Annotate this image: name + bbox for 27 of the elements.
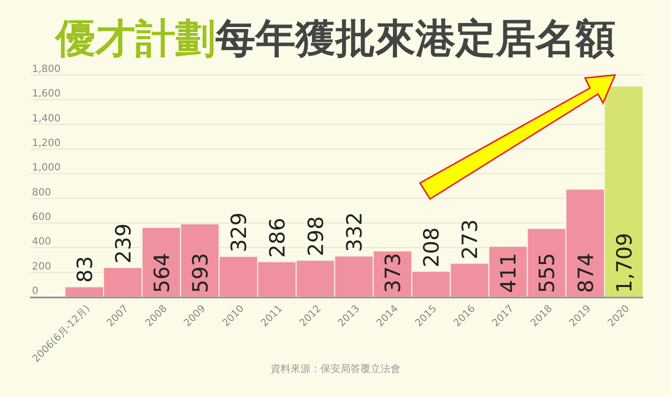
data-label: 874 bbox=[574, 252, 598, 293]
data-label: 564 bbox=[150, 252, 174, 293]
data-label: 332 bbox=[342, 212, 367, 252]
y-tick-label: 800 bbox=[32, 187, 52, 198]
data-label: 1,709 bbox=[612, 232, 636, 293]
data-label: 555 bbox=[535, 252, 560, 293]
data-label: 273 bbox=[458, 219, 482, 260]
y-tick-label: 200 bbox=[32, 261, 52, 272]
y-tick-label: 1,000 bbox=[32, 162, 61, 174]
source-note: 資料來源：保安局答覆立法會 bbox=[270, 363, 400, 375]
data-label: 373 bbox=[381, 252, 406, 293]
y-tick-label: 1,400 bbox=[32, 113, 61, 124]
data-label: 329 bbox=[226, 212, 251, 252]
y-tick-label: 400 bbox=[32, 236, 52, 248]
data-label: 286 bbox=[265, 218, 290, 258]
y-tick-label: 1,600 bbox=[32, 88, 61, 100]
y-tick-label: 1,800 bbox=[32, 64, 61, 75]
data-label: 411 bbox=[496, 252, 521, 293]
y-tick-label: 1,200 bbox=[32, 138, 61, 149]
data-label: 208 bbox=[420, 227, 444, 268]
y-tick-label: 600 bbox=[32, 212, 52, 223]
data-label: 593 bbox=[188, 252, 212, 293]
data-label: 298 bbox=[304, 216, 328, 256]
chart-title: 優才計劃每年獲批來港定居名額 bbox=[54, 16, 616, 62]
data-label: 83 bbox=[72, 256, 97, 283]
data-label: 239 bbox=[111, 223, 136, 264]
y-tick-label: 0 bbox=[32, 286, 38, 297]
